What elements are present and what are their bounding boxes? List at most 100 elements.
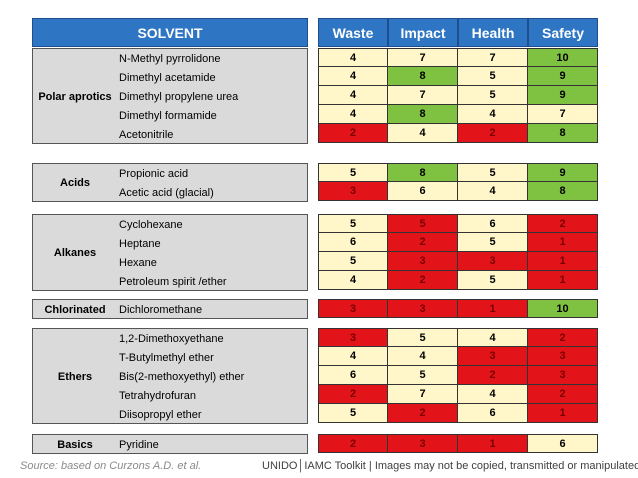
group-label: Polar aprotics bbox=[38, 90, 112, 103]
waste-score: 3 bbox=[318, 328, 388, 347]
solvent-name: Dichloromethane bbox=[119, 303, 203, 316]
safety-score: 2 bbox=[528, 214, 598, 233]
safety-header: Safety bbox=[528, 18, 598, 47]
safety-score: 9 bbox=[528, 163, 598, 182]
health-score: 4 bbox=[458, 385, 528, 404]
group-label: Acids bbox=[60, 177, 90, 189]
solvent-name: Acetonitrile bbox=[119, 128, 174, 141]
impact-score: 4 bbox=[388, 347, 458, 366]
health-score: 5 bbox=[458, 163, 528, 182]
health-score: 6 bbox=[458, 404, 528, 423]
impact-score: 5 bbox=[388, 214, 458, 233]
impact-score: 5 bbox=[388, 366, 458, 385]
health-score: 3 bbox=[458, 252, 528, 271]
health-score: 1 bbox=[458, 299, 528, 318]
health-score: 7 bbox=[458, 48, 528, 67]
health-score: 6 bbox=[458, 214, 528, 233]
safety-score: 1 bbox=[528, 252, 598, 271]
impact-score: 8 bbox=[388, 67, 458, 86]
waste-score: 2 bbox=[318, 434, 388, 453]
waste-score: 6 bbox=[318, 366, 388, 385]
health-score: 4 bbox=[458, 182, 528, 201]
solvent-name: Hexane bbox=[119, 256, 157, 269]
waste-score: 3 bbox=[318, 299, 388, 318]
waste-score: 4 bbox=[318, 86, 388, 105]
group-label: Alkanes bbox=[53, 247, 97, 259]
solvent-name: Dimethyl propylene urea bbox=[119, 90, 239, 103]
safety-score: 9 bbox=[528, 67, 598, 86]
impact-score: 4 bbox=[388, 124, 458, 143]
impact-score: 8 bbox=[388, 105, 458, 124]
waste-score: 5 bbox=[318, 252, 388, 271]
waste-score: 4 bbox=[318, 105, 388, 124]
health-score: 5 bbox=[458, 86, 528, 105]
group-polar-aprotics: Polar aprotics N-Methyl pyrrolidone Dimeth… bbox=[32, 48, 308, 144]
impact-score: 7 bbox=[388, 48, 458, 67]
safety-score: 2 bbox=[528, 385, 598, 404]
solvent-name: N-Methyl pyrrolidone bbox=[119, 52, 221, 65]
waste-score: 4 bbox=[318, 48, 388, 67]
solvent-name: Dimethyl formamide bbox=[119, 109, 217, 122]
table-row: 3 3 1 10 bbox=[318, 299, 598, 318]
waste-score: 5 bbox=[318, 404, 388, 423]
impact-score: 3 bbox=[388, 434, 458, 453]
impact-score: 2 bbox=[388, 233, 458, 252]
table-row: 4 7 7 10 bbox=[318, 48, 598, 67]
solvent-name: Petroleum spirit /ether bbox=[119, 275, 227, 288]
impact-score: 6 bbox=[388, 182, 458, 201]
solvent-name: Dimethyl acetamide bbox=[119, 71, 216, 84]
group-basics: Basics Pyridine bbox=[32, 434, 308, 454]
waste-score: 5 bbox=[318, 214, 388, 233]
health-header: Health bbox=[458, 18, 528, 47]
waste-score: 4 bbox=[318, 347, 388, 366]
health-score: 5 bbox=[458, 67, 528, 86]
safety-score: 1 bbox=[528, 404, 598, 423]
health-score: 2 bbox=[458, 124, 528, 143]
solvent-name: T-Butylmethyl ether bbox=[119, 351, 214, 364]
impact-score: 8 bbox=[388, 163, 458, 182]
solvent-name: Cyclohexane bbox=[119, 218, 183, 231]
health-score: 1 bbox=[458, 434, 528, 453]
solvent-name: Heptane bbox=[119, 237, 161, 250]
safety-score: 10 bbox=[528, 48, 598, 67]
impact-score: 2 bbox=[388, 404, 458, 423]
group-chlorinated: Chlorinated Dichloromethane bbox=[32, 299, 308, 319]
safety-score: 8 bbox=[528, 124, 598, 143]
solvent-name: 1,2-Dimethoxyethane bbox=[119, 332, 224, 345]
safety-score: 6 bbox=[528, 434, 598, 453]
group-label: Chlorinated bbox=[44, 303, 106, 316]
impact-score: 7 bbox=[388, 86, 458, 105]
solvent-header: SOLVENT bbox=[32, 18, 308, 47]
group-acids: Acids Propionic acid Acetic acid (glacial) bbox=[32, 163, 308, 202]
health-score: 5 bbox=[458, 271, 528, 290]
safety-score: 3 bbox=[528, 347, 598, 366]
impact-score: 3 bbox=[388, 299, 458, 318]
solvent-name: Pyridine bbox=[119, 438, 159, 451]
safety-score: 2 bbox=[528, 328, 598, 347]
waste-score: 2 bbox=[318, 385, 388, 404]
solvent-name: Diisopropyl ether bbox=[119, 408, 202, 421]
source-note: Source: based on Curzons A.D. et al. bbox=[20, 460, 202, 472]
safety-score: 3 bbox=[528, 366, 598, 385]
safety-score: 7 bbox=[528, 105, 598, 124]
waste-score: 4 bbox=[318, 67, 388, 86]
impact-score: 5 bbox=[388, 328, 458, 347]
health-score: 2 bbox=[458, 366, 528, 385]
waste-score: 6 bbox=[318, 233, 388, 252]
safety-score: 10 bbox=[528, 299, 598, 318]
